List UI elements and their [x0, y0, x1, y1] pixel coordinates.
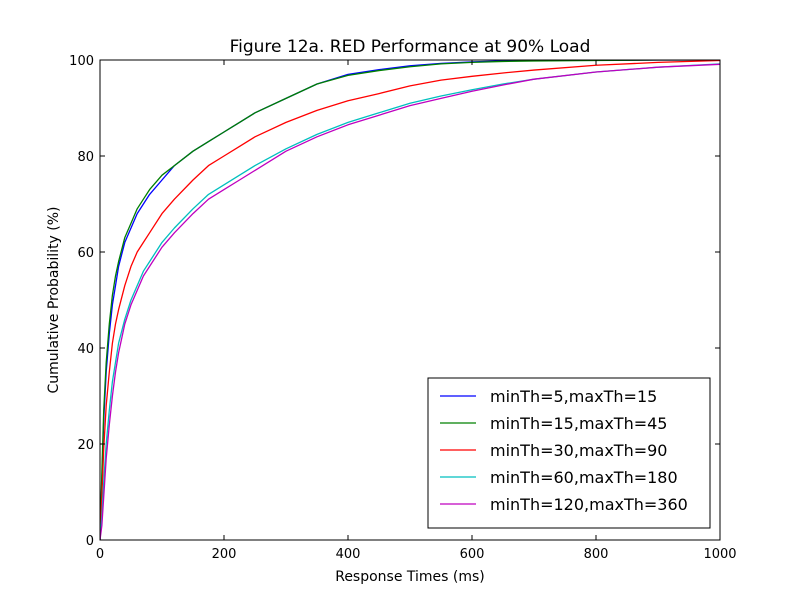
y-axis-label: Cumulative Probability (%)	[46, 206, 62, 393]
legend-label-4: minTh=60,maxTh=180	[490, 468, 678, 487]
y-tick-label: 100	[69, 54, 94, 69]
y-tick-label: 80	[77, 150, 94, 165]
axis-ticks: 0 200 400 600 800 1000 0 20 40 60 80 100	[69, 54, 736, 562]
series-line-2	[100, 60, 720, 540]
series-line-3	[100, 60, 720, 540]
legend-frame	[427, 377, 711, 529]
legend-label-2: minTh=15,maxTh=45	[490, 414, 667, 433]
legend-label-3: minTh=30,maxTh=90	[490, 441, 667, 460]
series-line-4	[100, 63, 720, 540]
legend-label-5: minTh=120,maxTh=360	[490, 495, 688, 514]
x-tick-label: 600	[460, 547, 485, 562]
legend-label-1: minTh=5,maxTh=15	[490, 387, 657, 406]
x-axis-label: Response Times (ms)	[335, 569, 485, 585]
legend: minTh=5,maxTh=15 minTh=15,maxTh=45 minTh=3…	[427, 377, 711, 529]
x-tick-label: 800	[584, 547, 609, 562]
x-tick-label: 400	[336, 547, 361, 562]
series-layer	[100, 60, 720, 540]
y-tick-label: 0	[86, 534, 94, 549]
x-tick-label: 1000	[703, 547, 736, 562]
series-line-5	[100, 63, 720, 540]
chart-title: Figure 12a. RED Performance at 90% Load	[230, 37, 591, 57]
x-tick-label: 0	[96, 547, 104, 562]
plot-area-frame	[99, 59, 721, 541]
y-tick-label: 20	[77, 438, 94, 453]
y-tick-label: 40	[77, 342, 94, 357]
y-tick-label: 60	[77, 246, 94, 261]
x-tick-label: 200	[212, 547, 237, 562]
